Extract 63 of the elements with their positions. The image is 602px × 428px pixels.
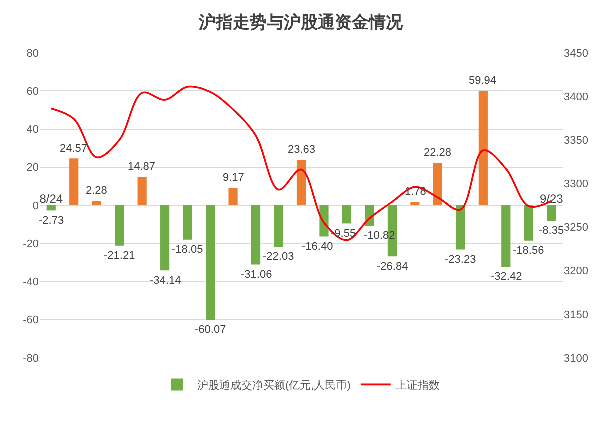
data-label: -31.06 (241, 269, 272, 281)
data-label: -2.73 (39, 215, 64, 227)
data-label: 22.28 (424, 147, 452, 159)
bar (342, 206, 352, 224)
y-tick-label: 40 (26, 124, 39, 136)
data-label: 1.78 (405, 186, 426, 198)
bar (115, 206, 124, 246)
bar (160, 206, 170, 271)
bar (92, 201, 102, 206)
y-tick-label: 0 (32, 200, 39, 212)
bar (138, 177, 147, 206)
data-label: -22.03 (263, 251, 294, 263)
bar (251, 206, 261, 265)
y-tick-label: -60 (23, 314, 39, 327)
y-tick-label: -20 (23, 238, 39, 250)
bar (183, 206, 192, 240)
bar (524, 206, 534, 241)
y-tick-label: 80 (26, 48, 39, 60)
bar (433, 163, 442, 206)
bar (274, 206, 284, 248)
data-label: 2.28 (86, 185, 108, 197)
data-label: 59.94 (469, 75, 497, 87)
y-tick-label: 20 (26, 162, 39, 174)
data-label: -18.56 (513, 245, 544, 257)
data-label: -26.84 (377, 261, 408, 273)
bar (478, 91, 488, 206)
bar (502, 206, 511, 268)
data-label: 14.87 (128, 161, 156, 173)
y-tick-label: -80 (23, 352, 39, 365)
data-label: -60.07 (195, 324, 226, 336)
y2-tick-label: 3250 (564, 222, 588, 234)
y-tick-label: 60 (26, 86, 39, 98)
x-tick-label: 9/23 (540, 192, 564, 206)
bar (206, 206, 216, 320)
legend-label: 上证指数 (396, 378, 440, 392)
y2-tick-label: 3100 (564, 352, 588, 365)
y2-tick-label: 3450 (564, 48, 588, 60)
bar (228, 188, 238, 206)
chart-title: 沪指走势与沪股通资金情况 (198, 12, 404, 32)
bar (456, 206, 466, 250)
y-tick-label: -40 (23, 276, 39, 289)
data-label: -16.40 (302, 241, 334, 253)
y2-tick-label: 3200 (564, 266, 588, 278)
y2-tick-label: 3400 (564, 91, 588, 104)
data-label: -23.23 (445, 254, 476, 266)
bar (296, 160, 306, 206)
bar (410, 202, 420, 206)
data-label: -18.05 (172, 244, 204, 256)
data-label: 23.63 (288, 144, 316, 156)
y2-tick-label: 3300 (564, 178, 588, 191)
bar (70, 158, 79, 206)
data-label: 24.57 (60, 143, 88, 155)
y2-tick-label: 3350 (564, 134, 588, 147)
bar (547, 206, 556, 222)
legend-label: 沪股通成交净买额(亿元,人民币) (198, 378, 351, 392)
data-label: -8.35 (539, 225, 564, 237)
data-label: 9.17 (223, 172, 244, 184)
bar (46, 206, 56, 211)
x-tick-label: 8/24 (40, 192, 64, 206)
data-label: -21.21 (104, 250, 136, 262)
data-label: -32.42 (491, 271, 522, 283)
data-label: -34.14 (150, 275, 182, 287)
y2-tick-label: 3150 (564, 309, 588, 322)
